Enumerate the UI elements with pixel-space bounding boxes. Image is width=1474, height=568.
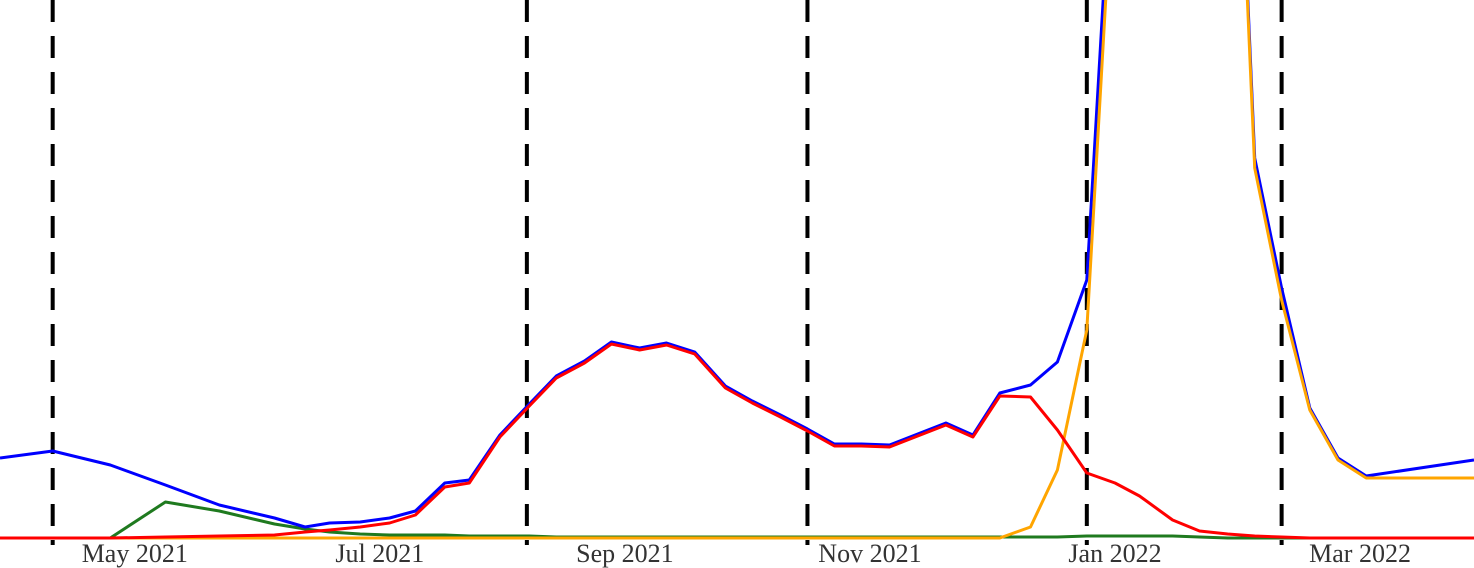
x-axis: May 2021 Jul 2021 Sep 2021 Nov 2021 Jan 2022… [82,539,1411,568]
x-tick-label: Jan 2022 [1068,539,1161,568]
series-line [0,0,1474,529]
lines [0,0,1474,540]
x-tick-label: Mar 2022 [1309,539,1411,568]
x-tick-label: Nov 2021 [818,539,921,568]
x-tick-label: Sep 2021 [576,539,674,568]
series-line [0,342,1474,540]
x-tick-label: May 2021 [82,539,188,568]
series-line [0,0,1474,540]
x-tick-label: Jul 2021 [335,539,424,568]
series-line [0,500,1474,540]
